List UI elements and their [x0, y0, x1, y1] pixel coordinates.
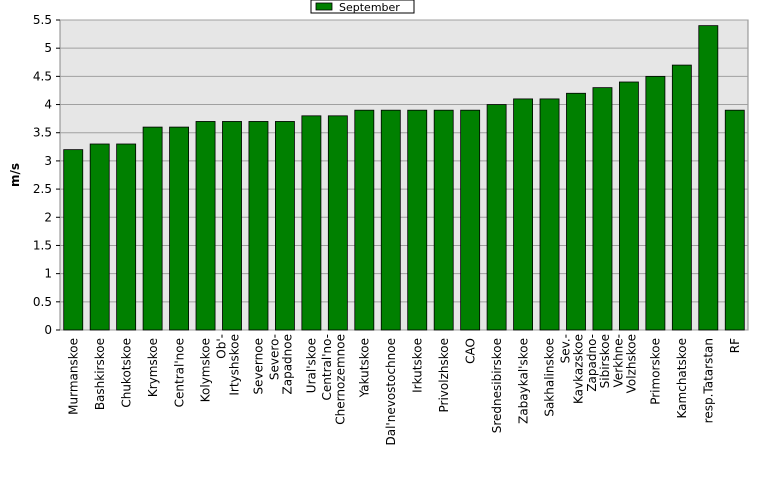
- x-tick-label: Primorskoe: [649, 338, 663, 405]
- legend-box: [310, 0, 415, 14]
- bar: [645, 75, 666, 331]
- bar: [89, 143, 110, 331]
- bar: [301, 115, 322, 331]
- x-tick-label: Murmanskoe: [66, 338, 80, 415]
- x-tick-label: Kamchatskoe: [675, 338, 689, 418]
- bar: [592, 87, 613, 331]
- y-tick-label: 3: [44, 154, 52, 168]
- bar: [486, 104, 507, 331]
- y-tick-label: 5: [44, 41, 52, 55]
- x-tick-label: Krymskoe: [146, 338, 160, 397]
- x-tick-label: Chukotskoe: [119, 338, 133, 408]
- x-tick-label: Central'no-Chernozemnoe: [320, 334, 347, 425]
- bar: [248, 121, 269, 331]
- x-tick-label: Zabaykal'skoe: [516, 338, 530, 424]
- x-tick-label: Severnoe: [252, 338, 266, 395]
- bar: [724, 109, 745, 331]
- y-tick-label: 4: [44, 98, 52, 112]
- y-tick-label: 0.5: [33, 295, 52, 309]
- bar: [222, 121, 242, 331]
- bar: [195, 121, 216, 331]
- bar: [460, 109, 481, 331]
- x-tick-label: Dal'nevostochnoe: [384, 338, 398, 446]
- bar: [169, 126, 190, 331]
- y-tick-label: 0: [44, 323, 52, 337]
- bar: [433, 109, 454, 331]
- y-tick-label: 2.5: [33, 182, 52, 196]
- bar: [566, 92, 586, 331]
- bar: [116, 143, 137, 331]
- x-tick-label: Privolzhskoe: [437, 338, 451, 412]
- y-tick-label: 5.5: [33, 13, 52, 27]
- x-tick-label: Severo-Zapadnoe: [267, 334, 294, 395]
- x-tick-label: Yakutskoe: [358, 338, 372, 398]
- bar: [618, 81, 639, 331]
- x-tick-label: Central'noe: [172, 338, 186, 407]
- y-tick-label: 4.5: [33, 69, 52, 83]
- bar: [407, 109, 428, 331]
- x-tick-label: Zapadno-Sibirskoe: [585, 334, 612, 392]
- legend-label: September: [339, 1, 400, 14]
- bar: [354, 109, 375, 331]
- bar: [380, 109, 401, 331]
- bar: [274, 121, 295, 331]
- x-tick-label: Verkhne-Volzhskoe: [611, 334, 638, 393]
- x-tick-label: Ob'-Irtyshskoe: [214, 334, 241, 396]
- y-tick-label: 1.5: [33, 238, 52, 252]
- x-tick-label: CAO: [463, 338, 477, 364]
- bar: [698, 25, 719, 331]
- x-tick-label: Sev.-Kavkazskoe: [558, 334, 585, 404]
- bar: [671, 64, 692, 331]
- x-tick-label: Sakhalinskoe: [543, 338, 557, 417]
- y-tick-label: 3.5: [33, 126, 52, 140]
- x-tick-label: resp.Tatarstan: [702, 338, 716, 423]
- x-tick-label: RF: [728, 338, 742, 353]
- x-tick-label: Irkutskoe: [410, 338, 424, 393]
- legend-swatch: [315, 2, 333, 11]
- y-tick-label: 1: [44, 267, 52, 281]
- bar: [63, 149, 84, 331]
- x-tick-label: Bashkirskoe: [93, 338, 107, 410]
- x-tick-label: Srednesibirskoe: [490, 338, 504, 433]
- plot-area: [59, 19, 749, 331]
- x-tick-label: Ural'skoe: [305, 338, 319, 393]
- bar: [539, 98, 560, 331]
- bar: [327, 115, 348, 331]
- y-axis-label: m/s: [8, 163, 22, 187]
- y-tick-label: 2: [44, 210, 52, 224]
- bar: [513, 98, 534, 331]
- x-tick-label: Kolymskoe: [199, 338, 213, 402]
- bar: [142, 126, 163, 331]
